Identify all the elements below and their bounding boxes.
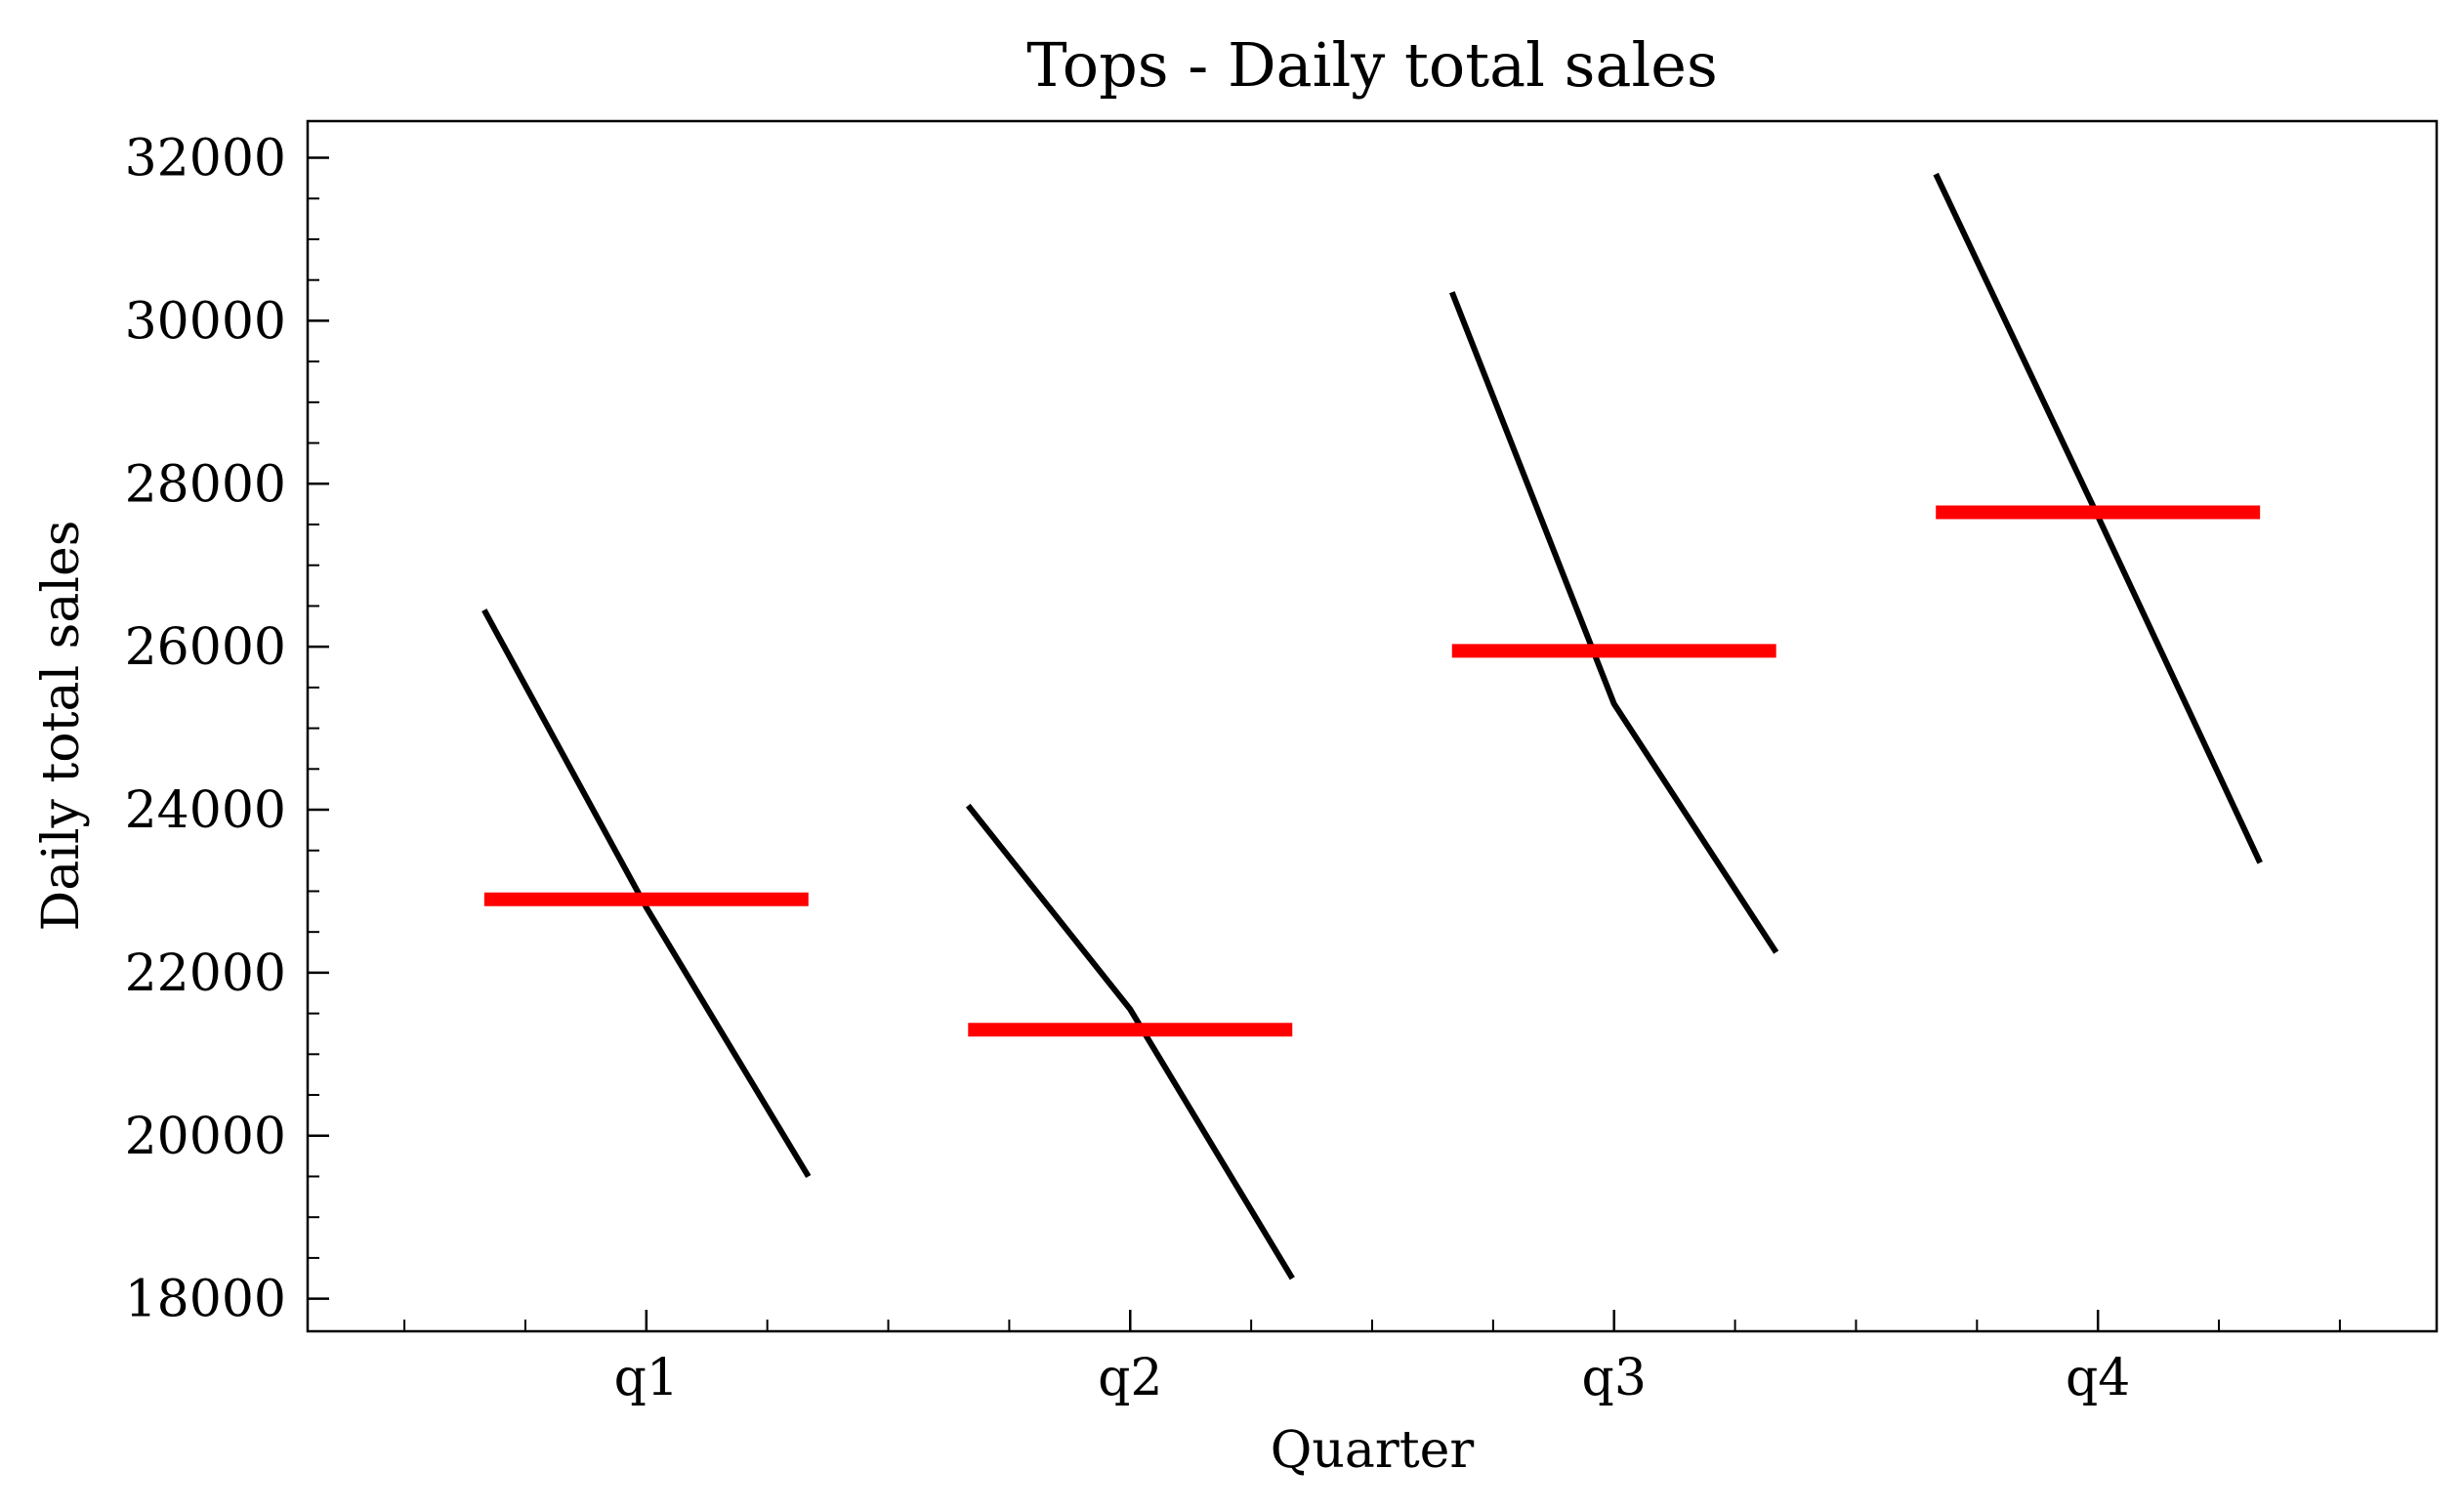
y-axis: 18000 20000 22000 24000 26000 28000 30000 32000: [125, 130, 329, 1329]
y-tick-label: 30000: [125, 292, 286, 351]
x-tick-label: q2: [1098, 1349, 1162, 1407]
series-line-q1: [481, 609, 812, 1179]
series-line-q3: [1449, 291, 1779, 954]
x-axis-label: Quarter: [1271, 1421, 1475, 1480]
y-tick-label: 20000: [125, 1108, 286, 1166]
plot-frame: [306, 119, 2439, 1333]
series-line-q2: [965, 803, 1295, 1280]
y-tick-label: 32000: [125, 130, 286, 189]
y-axis-label: Daily total sales: [32, 521, 91, 932]
y-tick-label: 24000: [125, 781, 286, 840]
x-tick-label: q1: [614, 1349, 679, 1407]
chart-title: Tops - Daily total sales: [1026, 29, 1718, 101]
plot-area: [481, 172, 2263, 1280]
x-tick-label: q4: [2066, 1349, 2130, 1407]
y-tick-label: 28000: [125, 455, 286, 514]
y-tick-label: 26000: [125, 618, 286, 677]
x-axis: q1 q2 q3 q4: [403, 1310, 2341, 1407]
y-tick-label: 18000: [125, 1271, 286, 1329]
x-tick-label: q3: [1582, 1349, 1647, 1407]
y-tick-label: 22000: [125, 944, 286, 1003]
